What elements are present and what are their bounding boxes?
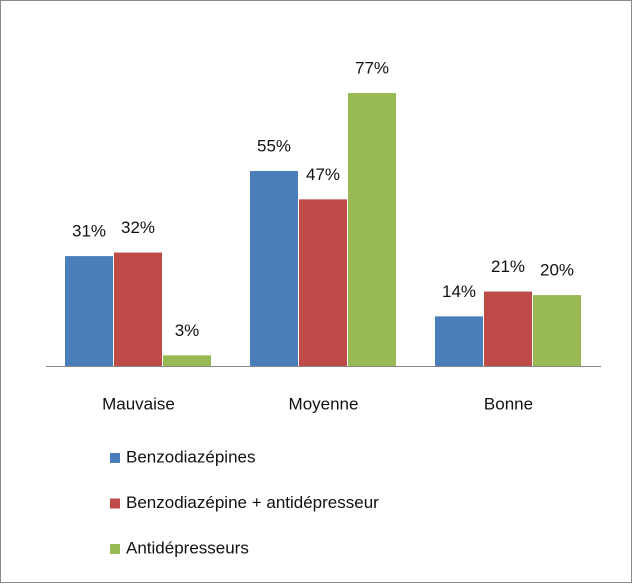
data-label: 55%	[257, 136, 291, 155]
legend-swatch	[110, 453, 120, 463]
data-label: 21%	[491, 257, 525, 276]
bar	[348, 93, 396, 366]
bar	[163, 355, 211, 366]
bar	[65, 256, 113, 366]
legend-label: Benzodiazépines	[126, 447, 255, 466]
data-label: 31%	[72, 222, 106, 241]
bar	[114, 252, 162, 366]
x-tick-label: Mauvaise	[102, 394, 175, 413]
legend-label: Antidépresseurs	[126, 538, 249, 557]
x-tick-label: Moyenne	[289, 394, 359, 413]
data-label: 14%	[442, 282, 476, 301]
bar	[250, 171, 298, 366]
data-label: 32%	[121, 218, 155, 237]
x-tick-label: Bonne	[484, 394, 533, 413]
data-label: 47%	[306, 165, 340, 184]
data-label: 20%	[540, 261, 574, 280]
data-label: 77%	[355, 58, 389, 77]
legend-label: Benzodiazépine + antidépresseur	[126, 493, 379, 512]
bar	[299, 199, 347, 366]
bar	[533, 295, 581, 366]
legend-swatch	[110, 498, 120, 509]
data-label: 3%	[175, 321, 200, 340]
bar	[435, 316, 483, 366]
legend-swatch	[110, 544, 120, 554]
bar	[484, 291, 532, 366]
